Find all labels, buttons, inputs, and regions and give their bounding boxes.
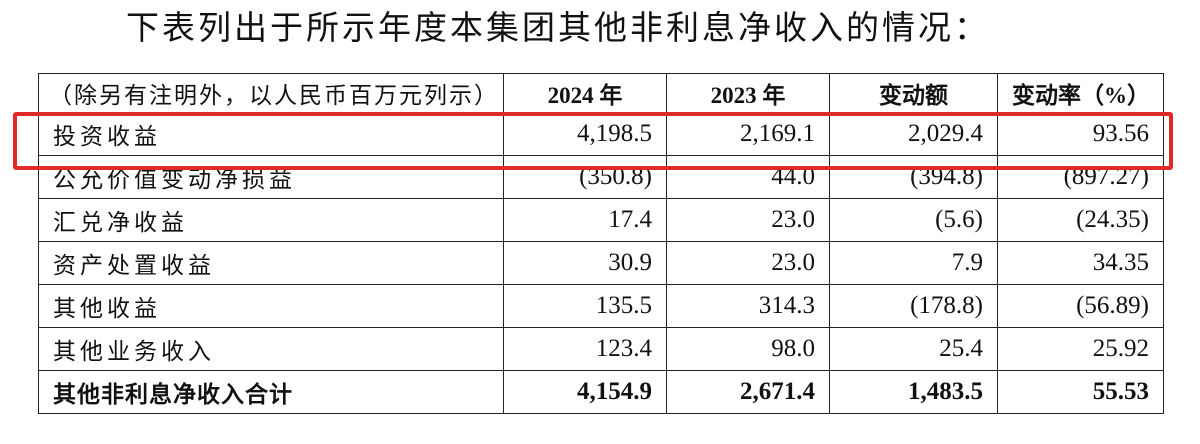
- row-label: 其他收益: [38, 284, 504, 328]
- total-2024: 4,154.9: [503, 370, 667, 414]
- cell-change-rate: (24.35): [997, 198, 1164, 242]
- header-2024: 2024 年: [503, 73, 667, 113]
- cell-2024: 17.4: [503, 198, 667, 242]
- cell-2023: 23.0: [666, 198, 830, 242]
- cell-change-rate: (897.27): [997, 155, 1164, 199]
- row-label: 公允价值变动净损益: [38, 155, 504, 199]
- cell-2023: 2,169.1: [666, 112, 830, 156]
- table-row: 其他收益 135.5 314.3 (178.8) (56.89): [38, 284, 1164, 328]
- total-label: 其他非利息净收入合计: [38, 370, 504, 414]
- cell-change-rate: 93.56: [997, 112, 1164, 156]
- table-header-row: （除另有注明外，以人民币百万元列示） 2024 年 2023 年 变动额 变动率…: [38, 73, 1164, 113]
- other-non-interest-income-table: （除另有注明外，以人民币百万元列示） 2024 年 2023 年 变动额 变动率…: [38, 73, 1164, 414]
- cell-2023: 23.0: [666, 241, 830, 285]
- cell-change-amount: (178.8): [829, 284, 998, 328]
- cell-change-amount: 25.4: [829, 327, 998, 371]
- cell-change-amount: 2,029.4: [829, 112, 998, 156]
- cell-2023: 44.0: [666, 155, 830, 199]
- table-row: 资产处置收益 30.9 23.0 7.9 34.35: [38, 241, 1164, 285]
- table-row: 其他业务收入 123.4 98.0 25.4 25.92: [38, 327, 1164, 371]
- cell-change-rate: 34.35: [997, 241, 1164, 285]
- header-change-rate: 变动率（%）: [997, 73, 1164, 113]
- cell-change-amount: 7.9: [829, 241, 998, 285]
- row-label: 汇兑净收益: [38, 198, 504, 242]
- row-label: 投资收益: [38, 112, 504, 156]
- intro-text: 下表列出于所示年度本集团其他非利息净收入的情况：: [126, 8, 990, 47]
- header-2023: 2023 年: [666, 73, 830, 113]
- total-change-rate: 55.53: [997, 370, 1164, 414]
- cell-2024: 135.5: [503, 284, 667, 328]
- total-2023: 2,671.4: [666, 370, 830, 414]
- table-row: 汇兑净收益 17.4 23.0 (5.6) (24.35): [38, 198, 1164, 242]
- table-total-row: 其他非利息净收入合计 4,154.9 2,671.4 1,483.5 55.53: [38, 370, 1164, 414]
- cell-2023: 314.3: [666, 284, 830, 328]
- cell-2024: 123.4: [503, 327, 667, 371]
- cell-2023: 98.0: [666, 327, 830, 371]
- cell-change-amount: (5.6): [829, 198, 998, 242]
- cell-change-rate: 25.92: [997, 327, 1164, 371]
- cell-2024: (350.8): [503, 155, 667, 199]
- total-change-amount: 1,483.5: [829, 370, 998, 414]
- table-row: 公允价值变动净损益 (350.8) 44.0 (394.8) (897.27): [38, 155, 1164, 199]
- header-unit-note: （除另有注明外，以人民币百万元列示）: [38, 73, 504, 113]
- cell-change-rate: (56.89): [997, 284, 1164, 328]
- cell-change-amount: (394.8): [829, 155, 998, 199]
- cell-2024: 4,198.5: [503, 112, 667, 156]
- header-change-amount: 变动额: [829, 73, 998, 113]
- row-label: 其他业务收入: [38, 327, 504, 371]
- cell-2024: 30.9: [503, 241, 667, 285]
- row-label: 资产处置收益: [38, 241, 504, 285]
- table-row: 投资收益 4,198.5 2,169.1 2,029.4 93.56: [38, 112, 1164, 156]
